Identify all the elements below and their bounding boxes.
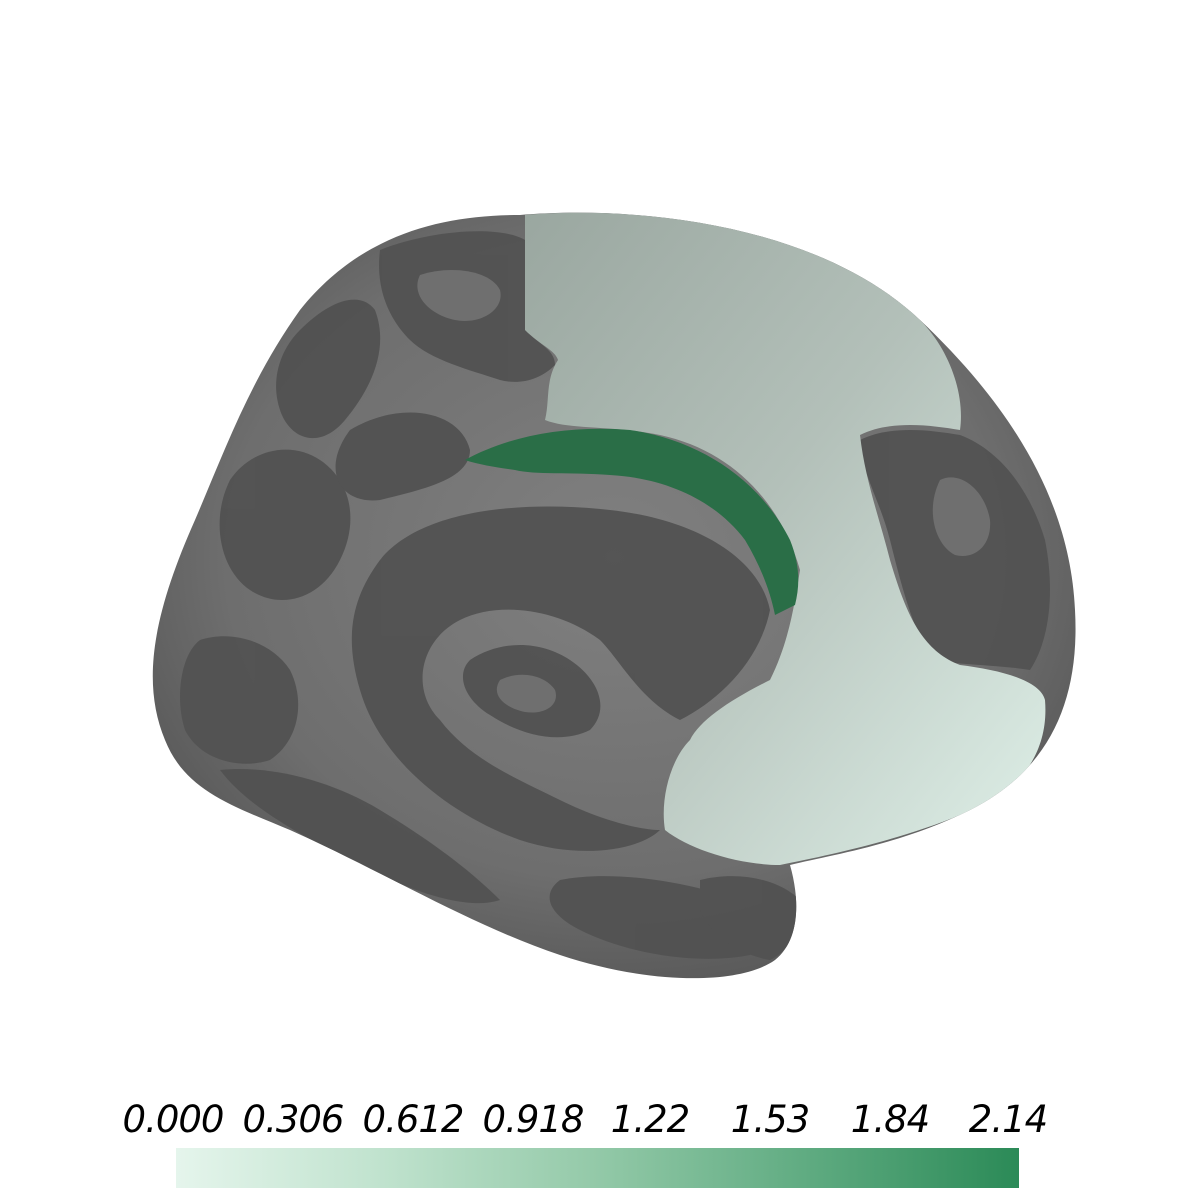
sulcal-pattern [180, 231, 1050, 960]
colorbar-tick-label: 2.14 [968, 1098, 1048, 1141]
colorbar-tick-label: 0.918 [482, 1098, 585, 1141]
colorbar-tick-label: 0.306 [242, 1098, 345, 1141]
colorbar-tick-label: 0.612 [362, 1098, 465, 1141]
colorbar [176, 1148, 1019, 1188]
highlighted-parcel-region [465, 428, 799, 615]
gyral-accents [417, 270, 991, 713]
colorbar-tick-label: 1.53 [730, 1098, 810, 1141]
colorbar-tick-labels: 0.000 0.306 0.612 0.918 1.22 1.53 1.84 2… [0, 1098, 1200, 1148]
light-parcel-region [525, 212, 1046, 865]
colorbar-tick-label: 1.22 [610, 1098, 690, 1141]
colorbar-tick-label: 1.84 [850, 1098, 930, 1141]
colorbar-tick-label: 0.000 [122, 1098, 225, 1141]
